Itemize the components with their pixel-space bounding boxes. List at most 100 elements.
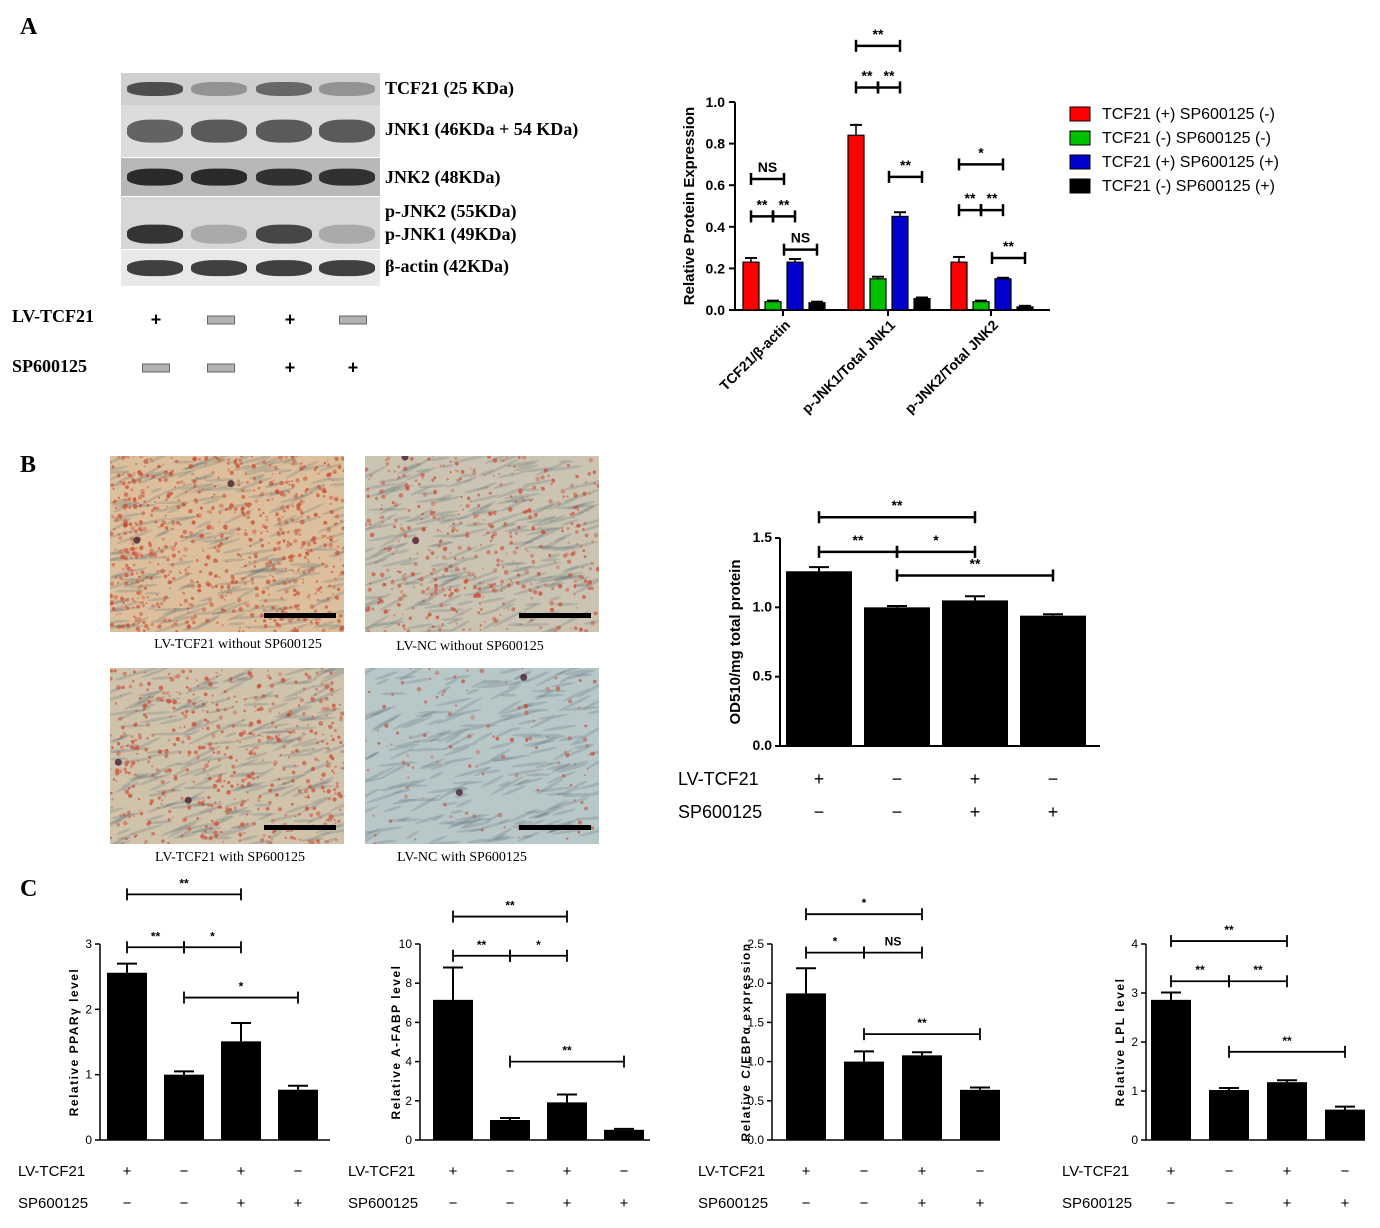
lipid-droplet: [135, 523, 139, 527]
cell-shape: [547, 628, 559, 632]
cell-shape: [517, 831, 541, 842]
lipid-droplet: [179, 603, 183, 607]
cell-shape: [274, 502, 295, 512]
cell-shape: [495, 496, 530, 505]
lipid-droplet: [220, 608, 224, 612]
lipid-droplet: [427, 612, 432, 617]
cell-shape: [421, 710, 437, 717]
lipid-droplet: [298, 568, 301, 571]
lipid-droplet: [270, 818, 275, 823]
lipid-droplet: [157, 626, 159, 629]
lipid-droplet: [303, 556, 307, 560]
lipid-droplet: [144, 623, 149, 629]
lipid-droplet: [216, 675, 218, 678]
dark-particle: [401, 456, 409, 461]
cell-shape: [388, 818, 421, 822]
lipid-droplet: [397, 540, 400, 543]
lipid-droplet: [324, 534, 327, 537]
cell-shape: [235, 677, 253, 681]
cell-shape: [110, 470, 130, 474]
lipid-droplet: [339, 558, 342, 561]
x-row-value: −: [860, 1195, 869, 1212]
lipid-droplet: [543, 583, 548, 587]
cell-shape: [443, 757, 473, 764]
cell-shape: [534, 501, 558, 514]
lipid-droplet: [160, 802, 163, 806]
lipid-droplet: [112, 778, 116, 781]
lipid-droplet: [411, 606, 415, 610]
lipid-droplet: [124, 789, 130, 795]
x-row-label: LV-TCF21: [678, 769, 759, 789]
lipid-droplet: [583, 579, 588, 583]
lipid-droplet: [157, 605, 161, 609]
lipid-droplet: [254, 554, 258, 559]
lipid-droplet: [178, 569, 181, 572]
x-tick-label: p-JNK1/Total JNK1: [798, 317, 898, 417]
lipid-droplet: [582, 528, 585, 531]
lipid-droplet: [341, 766, 344, 770]
lipid-droplet: [505, 552, 508, 555]
lipid-droplet: [554, 561, 556, 563]
lipid-droplet: [267, 542, 271, 545]
lipid-droplet: [396, 602, 401, 607]
significance-label: **: [965, 190, 976, 206]
cell-shape: [279, 785, 302, 798]
lipid-droplet: [314, 468, 317, 472]
x-row-value: +: [1283, 1195, 1292, 1212]
lipid-droplet: [422, 599, 425, 603]
lipid-droplet: [110, 767, 112, 770]
cell-shape: [476, 755, 505, 767]
cell-shape: [423, 841, 461, 844]
lipid-droplet: [499, 613, 502, 617]
lipid-droplet: [485, 723, 491, 729]
lipid-droplet: [479, 668, 485, 674]
lipid-droplet: [275, 793, 279, 797]
cell-shape: [205, 478, 234, 482]
lipid-droplet: [535, 476, 540, 482]
lipid-droplet: [316, 587, 321, 592]
lipid-droplet: [287, 555, 291, 559]
lipid-droplet: [163, 574, 168, 579]
lipid-droplet: [218, 511, 222, 515]
lipid-droplet: [169, 676, 175, 682]
cell-shape: [547, 553, 561, 559]
lipid-droplet: [326, 747, 330, 751]
lipid-droplet: [551, 587, 555, 591]
lipid-droplet: [494, 550, 498, 554]
micrograph-background: [365, 668, 599, 844]
lipid-droplet: [512, 550, 517, 555]
lipid-droplet: [462, 567, 467, 571]
cell-shape: [243, 702, 270, 706]
lipid-droplet: [182, 591, 186, 595]
lipid-droplet: [380, 515, 385, 519]
cell-shape: [493, 481, 516, 489]
lipid-droplet: [234, 458, 237, 462]
cell-shape: [184, 456, 219, 469]
y-tick-label: 3: [1131, 986, 1138, 1000]
blot-band: [319, 225, 375, 244]
lipid-droplet: [128, 473, 133, 478]
lipid-droplet: [265, 515, 268, 518]
lipid-droplet: [326, 763, 331, 768]
lipid-droplet: [257, 799, 261, 803]
lipid-droplet: [286, 541, 291, 545]
cell-shape: [432, 534, 469, 538]
lipid-droplet: [197, 490, 201, 494]
lipid-droplet: [268, 709, 272, 713]
blot-band: [127, 225, 183, 244]
lipid-droplet: [251, 732, 255, 736]
lipid-droplet: [504, 682, 508, 685]
cell-shape: [110, 812, 135, 827]
cell-shape: [535, 809, 558, 818]
lipid-droplet: [274, 489, 280, 494]
cell-shape: [432, 541, 452, 547]
lipid-droplet: [236, 783, 240, 786]
lipid-droplet: [326, 459, 329, 462]
cell-shape: [452, 781, 484, 785]
cell-shape: [382, 761, 412, 778]
cell-shape: [170, 818, 203, 833]
cell-shape: [317, 624, 342, 628]
lipid-droplet: [114, 548, 117, 551]
lipid-droplet: [155, 506, 160, 511]
lipid-droplet: [406, 786, 410, 790]
